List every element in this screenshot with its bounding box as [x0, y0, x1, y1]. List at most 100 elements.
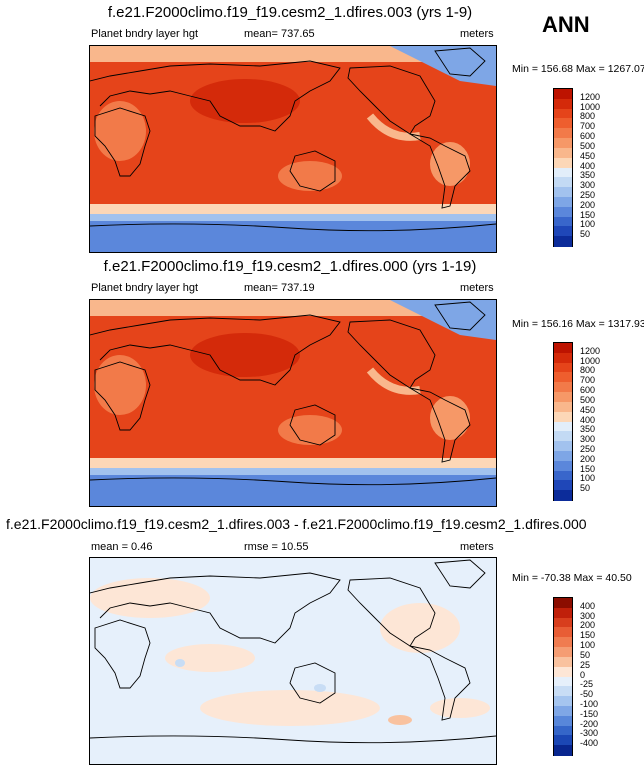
colorbar-1-cell	[554, 108, 572, 119]
colorbar-1-tick-label: 1000	[580, 101, 601, 112]
panel-2-map	[89, 299, 497, 507]
panel-3-pos-patch-5	[430, 698, 490, 718]
colorbar-3-tick-label: -150	[580, 708, 599, 719]
panel-2-africa-zone	[94, 355, 146, 415]
colorbar-3-tick-label: 300	[580, 610, 596, 621]
colorbar-1-tick-label: 400	[580, 160, 596, 171]
colorbar-2-tick-label: 1000	[580, 355, 601, 366]
colorbar-1-tick-label: 50	[580, 229, 591, 240]
colorbar-2-tick-label: 350	[580, 424, 596, 435]
colorbar-3-tick-label: -400	[580, 738, 599, 749]
panel-1-australia-zone	[278, 161, 342, 191]
colorbar-1-cell	[554, 98, 572, 110]
colorbar-2-cell	[554, 421, 572, 432]
colorbar-2-tick-label: 500	[580, 394, 596, 405]
colorbar-3-cell	[554, 686, 572, 697]
colorbar-3-cell	[554, 696, 572, 707]
colorbar-1-cell	[554, 236, 572, 247]
colorbar-2-tick-label: 200	[580, 453, 596, 464]
colorbar-3-tick-label: -300	[580, 728, 599, 739]
colorbar-3-cell	[554, 745, 572, 756]
panel-3-title: f.e21.F2000climo.f19_f19.cesm2_1.dfires.…	[6, 516, 587, 532]
panel-1-minmax: Min = 156.68 Max = 1267.07	[512, 63, 644, 75]
panel-3-pos-patch-1	[90, 578, 210, 618]
panel-1-africa-zone	[94, 101, 146, 161]
colorbar-1-cell	[554, 206, 572, 218]
colorbar-3-cell	[554, 637, 572, 648]
panel-1-units-label: meters	[460, 28, 494, 40]
colorbar-3-cell	[554, 647, 572, 658]
panel-2-coastal-low	[366, 367, 421, 395]
panel-1-antarctic-core	[90, 221, 496, 252]
panel-1-mean-label: mean= 737.65	[244, 28, 315, 40]
panel-3-map	[89, 557, 497, 765]
colorbar-1-cell	[554, 216, 572, 227]
colorbar-3-cell	[554, 676, 572, 687]
colorbar-1-tick-label: 100	[580, 219, 596, 230]
colorbar-2-cell	[554, 352, 572, 364]
colorbar-2-cell	[554, 362, 572, 373]
panel-2-units-label: meters	[460, 282, 494, 294]
colorbar-1-cell	[554, 147, 572, 159]
panel-1-map-svg	[90, 46, 496, 252]
colorbar-2-cell	[554, 401, 572, 413]
panel-2-asia-high	[190, 333, 300, 377]
colorbar-2-tick-label: 100	[580, 473, 596, 484]
colorbar-2-cell	[554, 490, 572, 501]
colorbar-2-tick-label: 450	[580, 404, 596, 415]
panel-3-neg-spot-1	[314, 684, 326, 692]
colorbar-2-cell	[554, 392, 572, 403]
colorbar-2-tick-label: 800	[580, 365, 596, 376]
colorbar-3-cell	[554, 735, 572, 746]
colorbar-1-tick-label: 450	[580, 150, 596, 161]
colorbar-2-tick-label: 400	[580, 414, 596, 425]
colorbar-3-cell	[554, 607, 572, 619]
colorbar-1-cell	[554, 187, 572, 198]
colorbar-2-tick-label: 1200	[580, 345, 601, 356]
colorbar-3-tick-label: 400	[580, 600, 596, 611]
panel-2-coastlines	[90, 301, 496, 486]
colorbar-1-tick-label: 1200	[580, 91, 601, 102]
colorbar-2-tick-label: 250	[580, 443, 596, 454]
colorbar-1-tick-label: 600	[580, 131, 596, 142]
colorbar-3-tick-label: 25	[580, 659, 591, 670]
panel-2-title: f.e21.F2000climo.f19_f19.cesm2_1.dfires.…	[103, 258, 477, 275]
panel-3-coastlines	[90, 559, 496, 744]
colorbar-3-cell	[554, 725, 572, 736]
season-label: ANN	[542, 12, 590, 37]
colorbar-2-cell	[554, 441, 572, 452]
colorbar-1-tick-label: 800	[580, 111, 596, 122]
panel-3-pos-spot	[388, 715, 412, 725]
panel-2-mean-label: mean= 737.19	[244, 282, 315, 294]
panel-3-mean-label: mean = 0.46	[91, 541, 153, 553]
colorbar-3-tick-label: 150	[580, 630, 596, 641]
colorbar-2-cell	[554, 343, 572, 354]
panel-3-rmse-label: rmse = 10.55	[244, 541, 309, 553]
panel-3-map-svg	[90, 558, 496, 764]
colorbar-1-tick-label: 350	[580, 170, 596, 181]
panel-2-antarctic-core	[90, 475, 496, 506]
colorbar-2-cell	[554, 431, 572, 442]
colorbar-1-cell	[554, 226, 572, 237]
colorbar-3-tick-label: -100	[580, 698, 599, 709]
colorbar-2-cell	[554, 460, 572, 472]
colorbar-3-cell	[554, 617, 572, 628]
colorbar-3-tick-label: 0	[580, 669, 586, 680]
panel-2-colorbar	[553, 342, 573, 501]
panel-2-variable-label: Planet bndry layer hgt	[91, 282, 199, 294]
colorbar-1-cell	[554, 138, 572, 149]
colorbar-3-tick-label: 50	[580, 649, 591, 660]
colorbar-2-tick-label: 150	[580, 463, 596, 474]
colorbar-1-tick-label: 150	[580, 209, 596, 220]
panel-1-coastal-low	[366, 113, 421, 141]
panel-3-pos-patch-4	[165, 644, 255, 672]
panel-3-units-label: meters	[460, 541, 494, 553]
colorbar-3-cell	[554, 627, 572, 638]
panel-2-minmax: Min = 156.16 Max = 1317.93	[512, 318, 644, 330]
colorbar-3-tick-label: -200	[580, 718, 599, 729]
colorbar-2-tick-label: 300	[580, 434, 596, 445]
panel-2-southern-edge	[90, 458, 496, 468]
colorbar-3-cell	[554, 715, 572, 727]
panel-2-australia-zone	[278, 415, 342, 445]
panel-1-map	[89, 45, 497, 253]
